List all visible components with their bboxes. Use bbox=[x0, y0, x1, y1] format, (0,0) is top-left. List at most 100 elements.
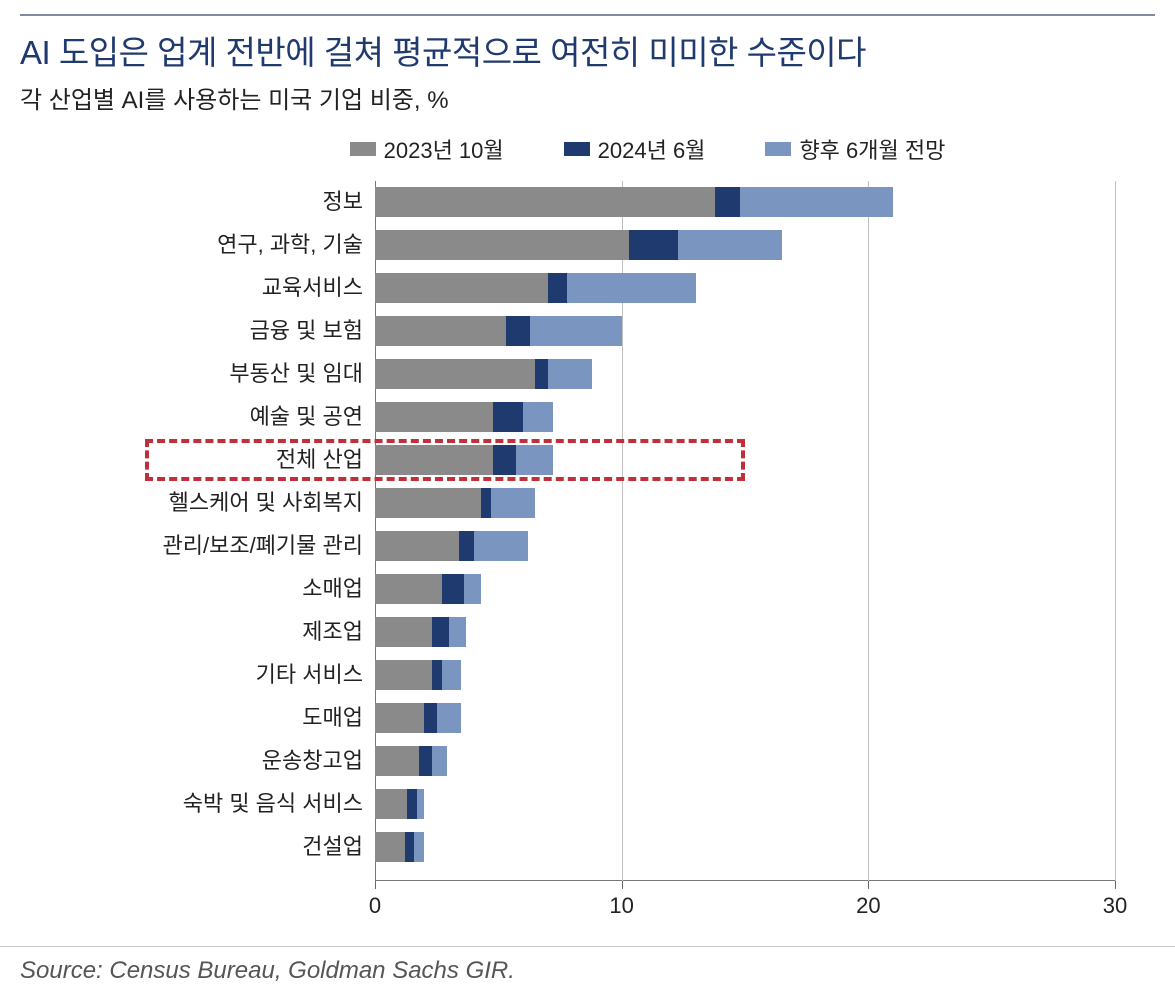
bar-segment bbox=[715, 187, 740, 217]
legend-swatch bbox=[765, 142, 791, 156]
bar-segment bbox=[442, 660, 462, 690]
bar-segment bbox=[535, 359, 547, 389]
bar-segment bbox=[405, 832, 415, 862]
bar-segment bbox=[474, 531, 528, 561]
axis-tick-label: 10 bbox=[609, 893, 633, 919]
bar-segment bbox=[548, 359, 592, 389]
chart-area: 0102030정보연구, 과학, 기술교육서비스금융 및 보험부동산 및 임대예… bbox=[20, 181, 1155, 941]
table-row: 기타 서비스 bbox=[375, 660, 1115, 690]
legend-swatch bbox=[564, 142, 590, 156]
chart-title: AI 도입은 업계 전반에 걸쳐 평균적으로 여전히 미미한 수준이다 bbox=[20, 26, 1155, 74]
table-row: 금융 및 보험 bbox=[375, 316, 1115, 346]
bar-segment bbox=[548, 273, 568, 303]
bar-segment bbox=[375, 273, 548, 303]
bar-stack bbox=[375, 445, 553, 475]
legend-swatch bbox=[350, 142, 376, 156]
bar-segment bbox=[449, 617, 466, 647]
bar-stack bbox=[375, 316, 622, 346]
top-rule bbox=[20, 14, 1155, 16]
bar-segment bbox=[375, 316, 506, 346]
legend: 2023년 10월 2024년 6월 향후 6개월 전망 bbox=[20, 133, 1155, 165]
legend-label: 2024년 6월 bbox=[598, 133, 706, 165]
bar-segment bbox=[459, 531, 474, 561]
bar-segment bbox=[432, 660, 442, 690]
category-label: 소매업 bbox=[302, 574, 375, 604]
category-label: 예술 및 공연 bbox=[250, 402, 375, 432]
category-label: 제조업 bbox=[302, 617, 375, 647]
bar-segment bbox=[375, 832, 405, 862]
bar-segment bbox=[375, 703, 424, 733]
bar-segment bbox=[678, 230, 782, 260]
table-row: 예술 및 공연 bbox=[375, 402, 1115, 432]
table-row: 정보 bbox=[375, 187, 1115, 217]
category-label: 숙박 및 음식 서비스 bbox=[183, 789, 375, 819]
category-label: 교육서비스 bbox=[262, 273, 375, 303]
bar-segment bbox=[375, 488, 481, 518]
table-row: 관리/보조/폐기물 관리 bbox=[375, 531, 1115, 561]
x-axis-line bbox=[375, 880, 1115, 881]
legend-item: 2023년 10월 bbox=[350, 133, 504, 165]
plot-area: 0102030정보연구, 과학, 기술교육서비스금융 및 보험부동산 및 임대예… bbox=[375, 181, 1115, 881]
bar-segment bbox=[375, 230, 629, 260]
bar-segment bbox=[375, 402, 493, 432]
legend-label: 향후 6개월 전망 bbox=[799, 133, 945, 165]
bar-segment bbox=[375, 445, 493, 475]
bar-stack bbox=[375, 703, 461, 733]
bar-stack bbox=[375, 402, 553, 432]
table-row: 건설업 bbox=[375, 832, 1115, 862]
bar-segment bbox=[442, 574, 464, 604]
category-label: 금융 및 보험 bbox=[250, 316, 375, 346]
category-label: 운송창고업 bbox=[262, 746, 375, 776]
category-label: 기타 서비스 bbox=[256, 660, 375, 690]
legend-item: 향후 6개월 전망 bbox=[765, 133, 945, 165]
bar-segment bbox=[493, 445, 515, 475]
bar-segment bbox=[629, 230, 678, 260]
bar-segment bbox=[432, 746, 447, 776]
category-label: 헬스케어 및 사회복지 bbox=[169, 488, 375, 518]
bar-segment bbox=[491, 488, 535, 518]
table-row: 운송창고업 bbox=[375, 746, 1115, 776]
table-row: 연구, 과학, 기술 bbox=[375, 230, 1115, 260]
bar-segment bbox=[407, 789, 417, 819]
bar-segment bbox=[414, 832, 424, 862]
table-row: 헬스케어 및 사회복지 bbox=[375, 488, 1115, 518]
axis-tick-mark bbox=[375, 881, 376, 889]
bar-stack bbox=[375, 574, 481, 604]
bar-segment bbox=[375, 789, 407, 819]
bar-stack bbox=[375, 832, 424, 862]
bar-stack bbox=[375, 746, 447, 776]
table-row: 교육서비스 bbox=[375, 273, 1115, 303]
bar-stack bbox=[375, 230, 782, 260]
bar-stack bbox=[375, 660, 461, 690]
axis-tick-mark bbox=[1115, 881, 1116, 889]
bar-segment bbox=[375, 746, 419, 776]
legend-label: 2023년 10월 bbox=[384, 133, 504, 165]
category-label: 정보 bbox=[323, 187, 375, 217]
table-row: 전체 산업 bbox=[375, 445, 1115, 475]
bar-segment bbox=[432, 617, 449, 647]
bar-segment bbox=[464, 574, 481, 604]
bar-segment bbox=[417, 789, 424, 819]
page: AI 도입은 업계 전반에 걸쳐 평균적으로 여전히 미미한 수준이다 각 산업… bbox=[0, 0, 1175, 1003]
bottom-rule bbox=[0, 946, 1175, 947]
bar-stack bbox=[375, 617, 466, 647]
table-row: 제조업 bbox=[375, 617, 1115, 647]
bar-segment bbox=[516, 445, 553, 475]
bar-stack bbox=[375, 488, 535, 518]
bar-segment bbox=[424, 703, 436, 733]
bar-segment bbox=[567, 273, 695, 303]
bar-segment bbox=[530, 316, 621, 346]
chart-subtitle: 각 산업별 AI를 사용하는 미국 기업 비중, % bbox=[20, 80, 1155, 115]
bar-stack bbox=[375, 531, 528, 561]
bar-stack bbox=[375, 273, 696, 303]
category-label: 연구, 과학, 기술 bbox=[217, 230, 375, 260]
bar-segment bbox=[375, 617, 432, 647]
bar-segment bbox=[740, 187, 893, 217]
bar-segment bbox=[375, 574, 442, 604]
bar-segment bbox=[481, 488, 491, 518]
table-row: 도매업 bbox=[375, 703, 1115, 733]
category-label: 부동산 및 임대 bbox=[229, 359, 375, 389]
category-label: 건설업 bbox=[302, 832, 375, 862]
bar-segment bbox=[506, 316, 531, 346]
bar-segment bbox=[375, 660, 432, 690]
